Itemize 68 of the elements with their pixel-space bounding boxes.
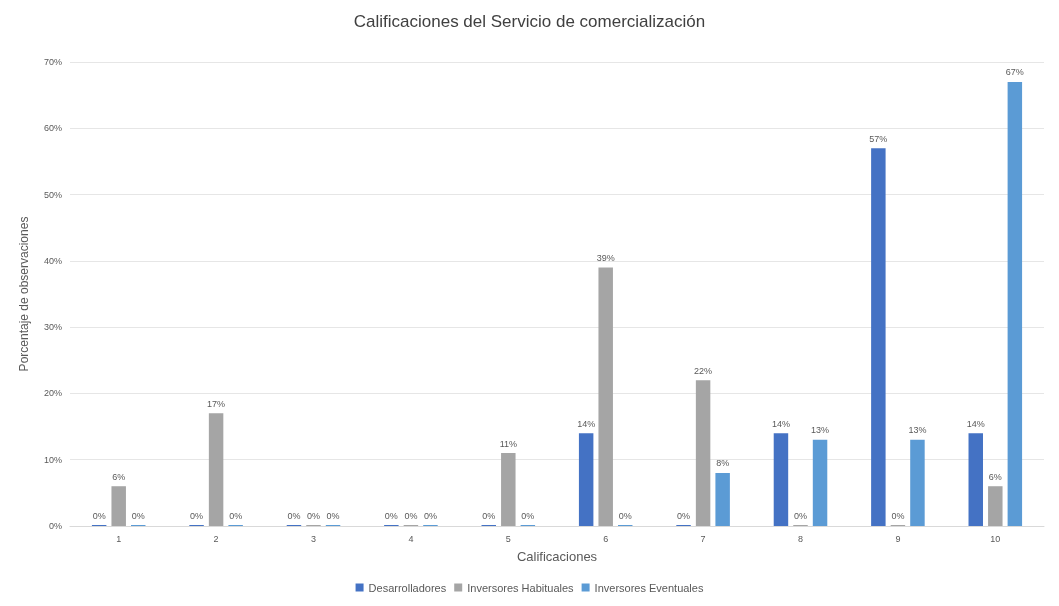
data-label: 14% <box>771 418 790 429</box>
y-tick-label: 0% <box>48 521 62 531</box>
bar <box>988 486 1003 526</box>
data-label: 8% <box>716 458 730 469</box>
data-label: 0% <box>190 510 204 521</box>
data-label: 11% <box>499 438 517 449</box>
legend-label: Inversores Habituales <box>467 581 575 594</box>
bar <box>968 433 983 526</box>
x-tick-label: 8 <box>797 533 804 544</box>
data-label: 13% <box>908 425 927 436</box>
data-label: 0% <box>287 510 301 521</box>
data-label: 39% <box>596 252 615 263</box>
data-label: 6% <box>988 471 1002 482</box>
x-tick-label: 3 <box>310 533 317 544</box>
data-label: 0% <box>229 510 243 521</box>
bar <box>208 413 224 526</box>
data-label: 0% <box>677 510 691 521</box>
chart-title: Calificaciones del Servicio de comercialización <box>353 12 706 31</box>
data-label: 22% <box>694 365 713 376</box>
data-label: 0% <box>131 510 145 521</box>
y-axis-title: Porcentaje de observaciones <box>17 216 31 372</box>
data-label: 0% <box>384 510 398 521</box>
y-tick-label: 70% <box>43 57 62 67</box>
data-label: 14% <box>577 418 596 429</box>
bar <box>871 148 886 526</box>
data-label: 17% <box>207 398 226 409</box>
y-tick-label: 10% <box>43 454 62 465</box>
x-axis-title: Calificaciones <box>516 549 598 564</box>
data-label: 0% <box>306 510 321 521</box>
bar <box>773 433 789 526</box>
y-tick-label: 50% <box>43 189 62 200</box>
data-label: 67% <box>1005 67 1024 78</box>
data-label: 0% <box>404 510 418 521</box>
bar <box>695 380 711 526</box>
data-label: 13% <box>811 425 830 436</box>
data-label: 0% <box>618 510 632 521</box>
bar <box>910 439 925 526</box>
x-tick-label: 10 <box>990 533 1001 544</box>
data-label: 6% <box>112 471 126 482</box>
bar <box>598 267 613 526</box>
x-tick-label: 6 <box>603 533 609 544</box>
bar <box>578 433 594 526</box>
x-tick-label: 4 <box>408 533 414 544</box>
data-label: 0% <box>793 510 808 521</box>
x-tick-label: 1 <box>116 533 122 544</box>
bar <box>812 439 828 526</box>
legend-label: Desarrolladores <box>368 581 447 594</box>
y-tick-label: 30% <box>43 322 62 333</box>
legend-label: Inversores Eventuales <box>594 581 704 594</box>
y-tick-label: 20% <box>43 388 62 399</box>
x-tick-label: 5 <box>505 533 511 544</box>
x-tick-label: 2 <box>213 533 219 544</box>
data-label: 0% <box>891 510 905 521</box>
y-tick-label: 40% <box>43 255 62 266</box>
data-label: 0% <box>423 510 437 521</box>
y-tick-label: 60% <box>43 123 62 134</box>
bar <box>111 486 126 526</box>
bar <box>715 472 730 526</box>
data-label: 0% <box>521 510 535 521</box>
data-label: 14% <box>966 418 985 429</box>
bar <box>501 453 516 526</box>
data-label: 0% <box>326 510 340 521</box>
data-label: 57% <box>869 133 888 144</box>
x-tick-label: 7 <box>700 533 706 544</box>
data-label: 0% <box>482 510 496 521</box>
bar <box>1007 81 1023 526</box>
data-label: 0% <box>92 510 106 521</box>
x-tick-label: 9 <box>895 533 901 544</box>
